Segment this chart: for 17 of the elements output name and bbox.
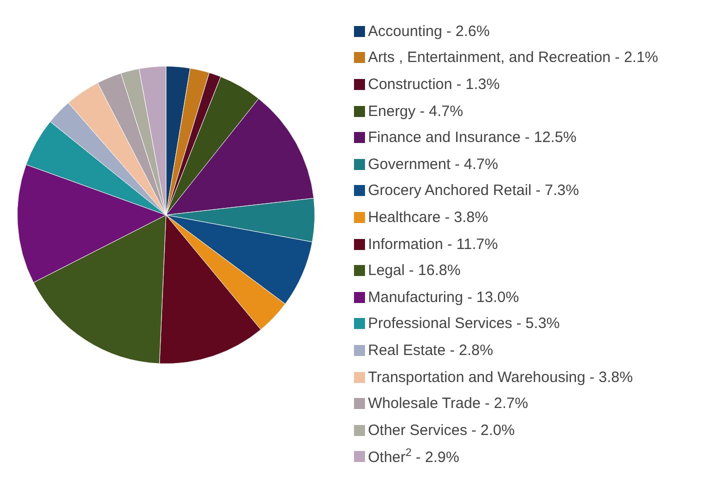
legend-label: Manufacturing - 13.0%	[368, 288, 519, 306]
legend-label: Healthcare - 3.8%	[368, 208, 488, 226]
legend-label: Other Services - 2.0%	[368, 422, 515, 439]
legend-label: Energy - 4.7%	[368, 102, 464, 120]
legend-label: Arts , Entertainment, and Recreation - 2.1%	[368, 49, 658, 66]
legend-label: Government - 4.7%	[368, 156, 498, 173]
legend-label: Professional Services - 5.3%	[368, 315, 560, 332]
legend-label: Accounting - 2.6%	[368, 22, 490, 40]
legend-label: Real Estate - 2.8%	[368, 342, 494, 359]
legend-label: Legal - 16.8%	[368, 262, 461, 280]
legend-label: Grocery Anchored Retail - 7.3%	[368, 182, 579, 200]
legend-label: Finance and Insurance - 12.5%	[368, 129, 576, 146]
legend-label: Transportation and Warehousing - 3.8%	[368, 368, 633, 386]
legend-label: Information - 11.7%	[368, 236, 498, 253]
legend-label: Other$^{2}$ - 2.9%	[368, 447, 460, 466]
legend-label: Construction - 1.3%	[368, 76, 500, 93]
legend-label: Wholesale Trade - 2.7%	[368, 395, 528, 412]
